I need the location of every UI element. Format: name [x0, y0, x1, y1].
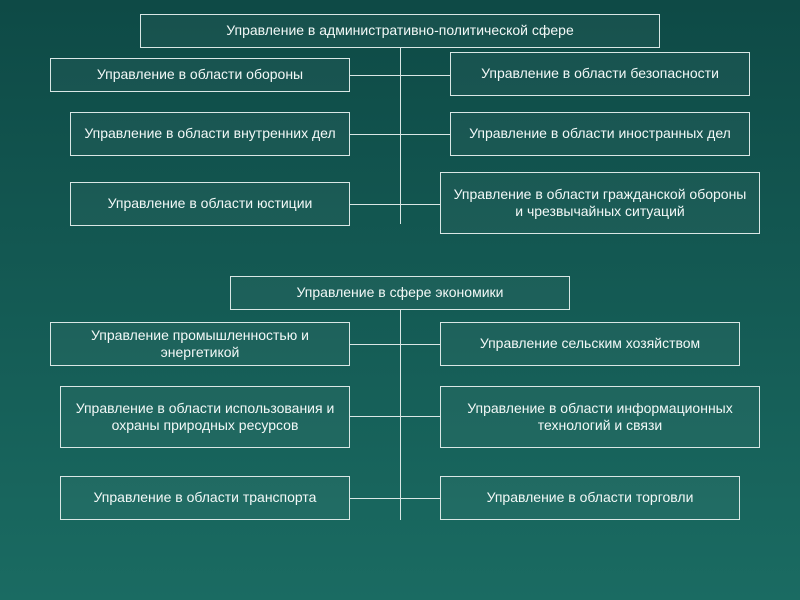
node-admin_political-3-label: Управление в области иностранных дел [469, 125, 731, 143]
node-economy-2-label: Управление в области использования и охр… [69, 400, 341, 435]
header-admin_political-label: Управление в административно-политическо… [226, 22, 574, 40]
node-admin_political-0: Управление в области обороны [50, 58, 350, 92]
node-economy-1: Управление сельским хозяйством [440, 322, 740, 366]
node-economy-5: Управление в области торговли [440, 476, 740, 520]
connector-horizontal [400, 416, 440, 417]
connector-horizontal [400, 134, 450, 135]
connector-horizontal [350, 344, 400, 345]
node-admin_political-2: Управление в области внутренних дел [70, 112, 350, 156]
header-admin_political: Управление в административно-политическо… [140, 14, 660, 48]
node-economy-5-label: Управление в области торговли [487, 489, 694, 507]
node-economy-2: Управление в области использования и охр… [60, 386, 350, 448]
node-economy-4-label: Управление в области транспорта [94, 489, 317, 507]
diagram-content: Управление в административно-политическо… [0, 0, 800, 600]
connector-horizontal [350, 134, 400, 135]
node-admin_political-2-label: Управление в области внутренних дел [84, 125, 335, 143]
node-economy-0-label: Управление промышленностью и энергетикой [59, 327, 341, 362]
node-admin_political-4: Управление в области юстиции [70, 182, 350, 226]
node-admin_political-4-label: Управление в области юстиции [108, 195, 313, 213]
connector-horizontal [350, 75, 400, 76]
connector-horizontal [350, 204, 400, 205]
node-admin_political-5-label: Управление в области гражданской обороны… [449, 186, 751, 221]
header-economy: Управление в сфере экономики [230, 276, 570, 310]
connector-horizontal [400, 344, 440, 345]
header-economy-label: Управление в сфере экономики [297, 284, 504, 302]
node-economy-4: Управление в области транспорта [60, 476, 350, 520]
connector-vertical [400, 310, 401, 520]
node-admin_political-5: Управление в области гражданской обороны… [440, 172, 760, 234]
connector-horizontal [400, 498, 440, 499]
node-admin_political-1-label: Управление в области безопасности [481, 65, 719, 83]
connector-horizontal [350, 416, 400, 417]
connector-horizontal [400, 204, 440, 205]
node-economy-0: Управление промышленностью и энергетикой [50, 322, 350, 366]
node-admin_political-3: Управление в области иностранных дел [450, 112, 750, 156]
node-admin_political-0-label: Управление в области обороны [97, 66, 303, 84]
node-admin_political-1: Управление в области безопасности [450, 52, 750, 96]
connector-horizontal [350, 498, 400, 499]
node-economy-3-label: Управление в области информационных техн… [449, 400, 751, 435]
connector-horizontal [400, 75, 450, 76]
node-economy-3: Управление в области информационных техн… [440, 386, 760, 448]
node-economy-1-label: Управление сельским хозяйством [480, 335, 700, 353]
